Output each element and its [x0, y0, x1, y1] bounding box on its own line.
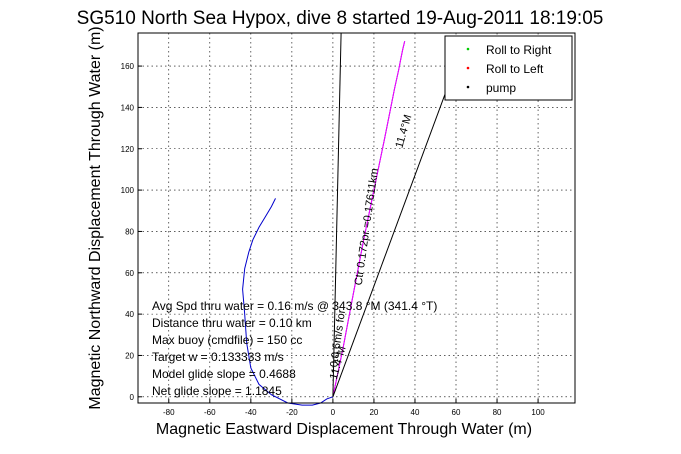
x-tick-label: -80 — [163, 408, 175, 417]
series-line — [242, 198, 334, 406]
stat-line: Target w = 0.133333 m/s — [152, 350, 284, 364]
x-tick-label: -40 — [245, 408, 257, 417]
annotation-text: 11.4°M — [393, 113, 414, 149]
y-tick-label: 0 — [130, 393, 135, 402]
stat-line: Max buoy (cmdfile) = 150 cc — [152, 333, 302, 347]
plot-area-frame — [137, 32, 576, 404]
y-axis-label: Magnetic Northward Displacement Through … — [87, 26, 104, 409]
legend-label: Roll to Right — [486, 43, 552, 57]
series-group — [242, 32, 449, 406]
y-tick-label: 120 — [121, 145, 135, 154]
y-tick-label: 60 — [125, 269, 134, 278]
series-line — [332, 86, 449, 397]
legend-label: Roll to Left — [486, 62, 544, 76]
y-tick-label: 160 — [121, 62, 135, 71]
legend-marker — [466, 66, 470, 70]
series-line — [332, 32, 342, 397]
series-line — [332, 41, 406, 397]
y-tick-label: 140 — [121, 103, 135, 112]
legend-box — [444, 35, 573, 101]
stat-line: Distance thru water = 0.10 km — [152, 316, 312, 330]
legend-marker — [466, 85, 470, 89]
x-tick-label: 80 — [493, 408, 502, 417]
y-tick-label: 20 — [125, 351, 134, 360]
stat-line: Net glide slope = 1.1845 — [152, 384, 282, 398]
x-tick-label: -20 — [286, 408, 298, 417]
stat-line: Model glide slope = 0.4688 — [152, 367, 296, 381]
x-tick-label: 100 — [531, 408, 545, 417]
x-tick-label: 0 — [331, 408, 336, 417]
grid — [138, 33, 575, 403]
x-tick-label: 20 — [369, 408, 378, 417]
x-axis-label: Magnetic Eastward Displacement Through W… — [156, 421, 532, 438]
y-tick-label: 40 — [125, 310, 134, 319]
annotation-text: Ctr 0.172pr =0.17611km — [353, 168, 381, 287]
y-tick-label: 100 — [121, 186, 135, 195]
legend: Roll to Right Roll to Left pump — [444, 35, 573, 101]
x-tick-label: 40 — [411, 408, 420, 417]
legend-label: pump — [486, 81, 516, 95]
x-tick-label: 60 — [452, 408, 461, 417]
stat-line: Avg Spd thru water = 0.16 m/s @ 343.8 °M… — [152, 299, 437, 313]
y-tick-label: 80 — [125, 227, 134, 236]
legend-marker — [466, 47, 470, 51]
tick-labels: -80 -60 -40 -20 0 20 40 60 80 100 0 20 40 60 80 100 120 1… — [121, 62, 546, 417]
stats-block: Avg Spd thru water = 0.16 m/s @ 343.8 °M… — [152, 299, 437, 398]
chart-title: SG510 North Sea Hypox, dive 8 started 19… — [77, 8, 604, 29]
x-tick-label: -60 — [204, 408, 216, 417]
